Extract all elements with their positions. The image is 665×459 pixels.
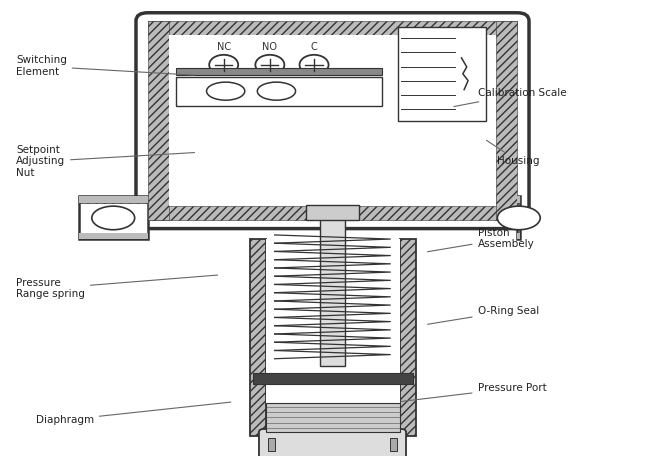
Bar (78, 196, 521, 203)
Bar (253, 373, 413, 384)
Text: Piston
Assembely: Piston Assembely (428, 228, 535, 252)
Bar (266, 240, 400, 436)
Ellipse shape (497, 206, 540, 230)
Text: Switching
Element: Switching Element (16, 56, 195, 77)
Ellipse shape (257, 82, 295, 100)
Text: Calibration Scale: Calibration Scale (454, 89, 566, 106)
Text: Diaphragm: Diaphragm (36, 402, 231, 425)
Bar (176, 67, 382, 75)
Bar (398, 27, 486, 121)
Bar (250, 240, 266, 436)
Bar (390, 438, 398, 451)
Text: O-Ring Seal: O-Ring Seal (428, 306, 539, 324)
Bar (496, 21, 517, 220)
Text: Housing: Housing (487, 140, 540, 167)
Circle shape (255, 55, 285, 75)
Bar (78, 233, 148, 240)
Bar (400, 240, 416, 436)
Bar (320, 217, 345, 365)
Bar (176, 77, 382, 106)
Bar (78, 196, 148, 203)
Bar (266, 403, 400, 432)
FancyBboxPatch shape (259, 429, 406, 459)
Text: Setpoint
Adjusting
Nut: Setpoint Adjusting Nut (16, 145, 195, 178)
Bar (517, 233, 521, 240)
Bar (78, 196, 148, 240)
Ellipse shape (207, 82, 245, 100)
Circle shape (209, 55, 238, 75)
Bar (148, 21, 169, 220)
Bar (517, 196, 521, 203)
Bar (148, 206, 517, 220)
FancyBboxPatch shape (136, 13, 529, 229)
Bar (267, 438, 275, 451)
Bar (517, 196, 521, 240)
Text: Pressure
Range spring: Pressure Range spring (16, 275, 217, 299)
Text: Pressure Port: Pressure Port (401, 383, 547, 402)
Bar (306, 205, 359, 219)
Text: C: C (311, 42, 317, 52)
Bar (169, 35, 496, 206)
Circle shape (299, 55, 329, 75)
Bar (148, 21, 517, 35)
Text: NO: NO (263, 42, 277, 52)
Text: NC: NC (217, 42, 231, 52)
Ellipse shape (92, 206, 135, 230)
